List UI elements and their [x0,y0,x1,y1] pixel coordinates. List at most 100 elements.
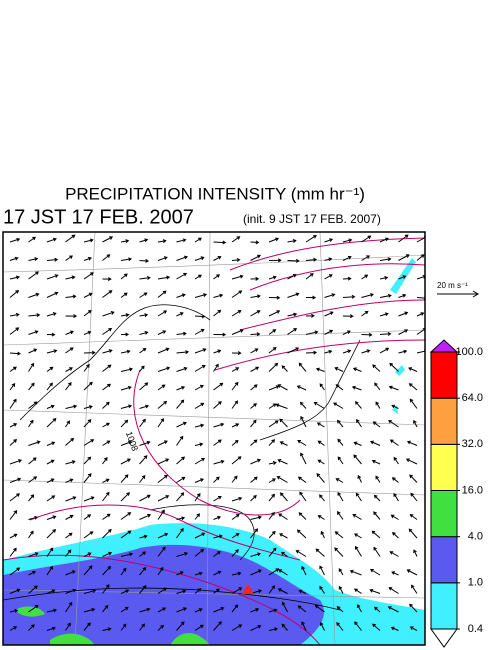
wind-arrow [28,494,35,502]
wind-arrow [280,551,288,557]
wind-arrow [388,419,399,428]
wind-arrow [65,255,73,261]
wind-arrow [352,367,362,372]
wind-arrow [388,587,399,594]
wind-arrow [398,329,409,335]
wind-arrow [231,367,240,372]
wind-arrow [9,289,20,298]
wind-arrow [250,384,258,391]
wind-arrow [379,331,392,336]
wind-arrow [213,459,225,465]
wind-arrow [231,381,239,391]
wind-arrow [176,312,184,317]
wind-arrow [268,478,276,483]
wind-arrow [357,474,362,483]
wind-arrow [324,311,334,317]
wind-arrow [83,405,93,409]
wind-arrow [373,546,381,557]
wind-arrow [194,571,203,576]
wind-arrow [176,331,187,336]
wind-arrow [28,348,38,354]
wind-arrow [65,514,74,520]
wind-arrow [409,398,418,409]
wind-arrow [371,459,381,465]
wind-arrow [176,255,188,261]
wind-arrow [342,294,356,299]
wind-arrow [361,274,369,280]
wind-arrow [9,477,22,483]
wind-arrow [83,363,90,372]
wind-arrow [120,589,130,594]
wind-arrow [157,566,164,576]
wind-arrow [277,588,288,594]
wind-arrow [157,607,167,613]
wind-arrow [102,551,113,557]
wind-arrow [334,547,344,557]
wind-arrow [65,382,72,391]
colorbar-label: 100.0 [455,346,483,358]
wind-arrow [349,569,362,576]
wind-arrow [65,347,74,354]
wind-arrow [342,349,352,354]
wind-arrow [176,399,185,409]
wind-arrow [83,272,94,280]
wind-arrow [139,331,149,335]
wind-arrow [279,533,288,539]
wind-arrow [102,311,115,317]
wind-arrow [102,478,110,483]
wind-arrow [46,589,56,594]
wind-arrow [46,274,59,280]
wind-arrow [334,367,344,372]
wind-arrow [194,293,208,298]
wind-arrow [65,294,77,299]
wind-arrow [102,290,113,298]
wind-arrow [213,570,222,576]
wind-arrow [250,276,260,281]
wind-arrow [297,476,307,483]
wind-arrow [9,398,17,409]
wind-arrow [65,314,78,319]
wind-arrow [157,474,168,483]
wind-arrow [28,440,41,446]
wind-arrow [250,608,260,613]
wind-arrow [157,440,168,446]
wind-arrow [250,515,262,520]
wind-arrow [356,419,362,428]
wind-arrow [46,382,53,391]
colorbar-segment [430,536,458,584]
wind-arrow [231,624,243,631]
wind-arrow [102,327,113,335]
wind-arrow [65,367,73,372]
wind-arrow [375,401,381,409]
wind-arrow [391,571,399,576]
wind-arrow [139,347,147,354]
wind-arrow [46,495,56,502]
wind-arrow [268,329,277,335]
wind-arrow [120,530,132,539]
wind-arrow [268,511,275,520]
wind-arrow [324,293,336,298]
wind-arrow [409,626,418,631]
wind-arrow [213,332,227,337]
wind-arrow [275,403,288,409]
wind-arrow [213,534,223,539]
wind-arrow [297,440,307,446]
wind-arrow [194,348,207,354]
wind-arrow [83,514,92,520]
wind-arrow [391,477,399,483]
wind-arrow [356,604,362,613]
wind-arrow [231,496,243,502]
wind-arrow [351,385,362,391]
wind-arrow [65,330,74,335]
wind-arrow [28,419,34,428]
wind-arrow [213,621,222,631]
wind-arrow [354,545,362,557]
wind-arrow [157,458,170,465]
wind-arrow [250,366,260,372]
wind-arrow [398,254,410,261]
wind-arrow [408,528,418,539]
wind-arrow [176,421,187,428]
wind-arrow [157,495,170,502]
wind-arrow [102,383,111,391]
